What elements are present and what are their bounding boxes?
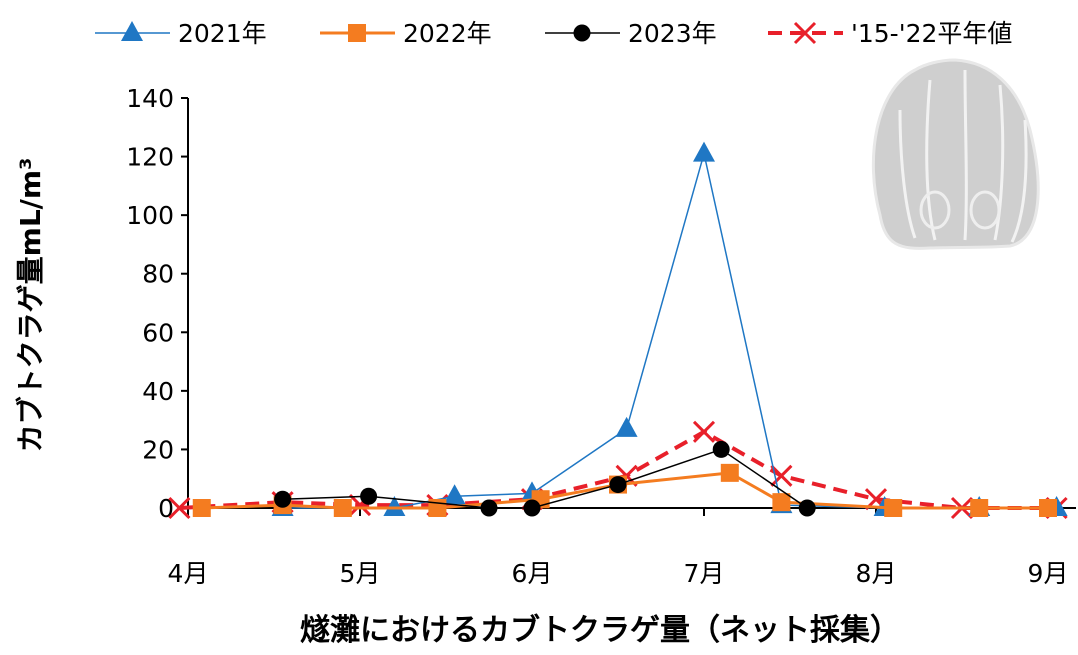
y-tick-label: 40 <box>142 377 174 406</box>
data-point <box>770 464 793 487</box>
y-tick-label: 20 <box>142 435 174 464</box>
series-layer <box>168 141 1068 520</box>
data-point <box>884 499 903 517</box>
data-point <box>712 440 730 458</box>
legend-label: 2023年 <box>628 19 717 48</box>
data-point <box>798 499 816 517</box>
legend-marker <box>348 24 366 42</box>
legend-marker <box>573 24 591 42</box>
data-point <box>443 484 466 505</box>
x-tick-label: 6月 <box>512 559 553 588</box>
y-tick-label: 100 <box>126 201 174 230</box>
legend: 2021年 2022年 2023年 '15-'22平年値 <box>95 19 1012 48</box>
x-tick-label: 8月 <box>856 559 897 588</box>
chart-caption: 燧灘におけるカブトクラゲ量（ネット採集） <box>300 613 900 648</box>
legend-item: '15-'22平年値 <box>768 19 1012 48</box>
data-point <box>693 141 715 162</box>
series-line <box>179 429 1057 510</box>
x-tick-label: 9月 <box>1028 559 1069 588</box>
y-axis-title: カブトクラゲ量mL/m³ <box>14 158 47 453</box>
legend-item: 2021年 <box>95 19 267 48</box>
data-point <box>480 499 498 517</box>
data-point <box>970 499 989 517</box>
y-tick-label: 140 <box>126 84 174 113</box>
data-point <box>772 493 791 512</box>
jellyfish-image <box>871 58 1040 250</box>
data-point <box>609 476 627 494</box>
legend-label: '15-'22平年値 <box>851 19 1012 48</box>
series-2 <box>192 463 1057 517</box>
data-point <box>692 420 716 443</box>
x-tick-label: 5月 <box>340 559 381 588</box>
y-tick-label: 80 <box>142 260 174 289</box>
data-point <box>274 490 292 508</box>
legend-item: 2022年 <box>320 19 492 48</box>
legend-item: 2023年 <box>545 19 717 48</box>
data-point <box>360 487 378 505</box>
data-point <box>383 496 406 516</box>
data-point <box>168 496 191 520</box>
x-tick-label: 7月 <box>684 559 725 588</box>
y-tick-label: 120 <box>126 143 174 172</box>
legend-label: 2022年 <box>403 19 492 48</box>
legend-label: 2021年 <box>178 19 267 48</box>
legend-marker <box>793 21 817 45</box>
data-point <box>615 416 638 437</box>
data-point <box>333 499 352 517</box>
legend-marker <box>121 21 143 41</box>
series-3 <box>274 440 816 517</box>
data-point <box>720 463 739 482</box>
data-point <box>192 499 211 517</box>
y-tick-label: 60 <box>142 318 174 347</box>
data-point <box>523 499 541 517</box>
data-point <box>1039 499 1057 517</box>
x-axis-ticks: 4月 5月 6月 7月 8月 9月 <box>168 508 1069 588</box>
x-tick-label: 4月 <box>168 559 209 588</box>
